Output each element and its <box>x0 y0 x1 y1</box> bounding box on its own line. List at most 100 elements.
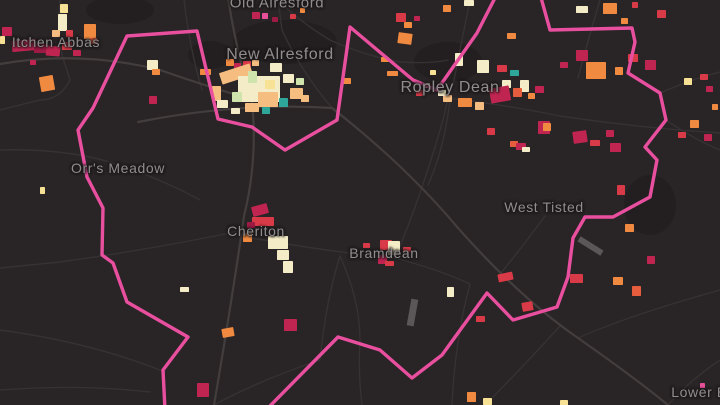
parcel-crimson <box>560 62 568 68</box>
road-minor <box>0 149 201 201</box>
parcel-crimson <box>11 39 37 52</box>
parcel-redorange <box>513 88 522 97</box>
parcel-cream <box>520 80 529 92</box>
parcel-peach <box>52 30 60 37</box>
parcel-orange <box>543 123 551 131</box>
parcel-orange <box>404 22 412 28</box>
parcel-cream <box>438 90 446 96</box>
parcel-redorange <box>90 38 97 44</box>
parcel-mint <box>296 78 304 85</box>
parcel-orange <box>690 120 699 128</box>
parcel-peach <box>245 103 259 112</box>
parcel-orange <box>443 5 451 12</box>
parcel-cream <box>283 74 294 83</box>
parcel-crimson <box>2 27 12 36</box>
parcel-mint <box>232 92 242 102</box>
parcel-peach <box>252 60 259 66</box>
parcel-red <box>497 65 507 72</box>
parcel-red <box>570 274 583 283</box>
parcel-peach <box>443 95 452 102</box>
road-minor <box>0 229 245 269</box>
parcel-teal <box>510 70 519 76</box>
parcel-magenta <box>262 13 268 19</box>
gray-strip <box>577 236 604 256</box>
parcel-red <box>487 128 495 135</box>
parcel-crimson <box>378 255 387 264</box>
parcel-cream <box>180 287 189 292</box>
road-minor <box>499 215 546 275</box>
parcel-cream <box>447 287 454 297</box>
parcel-yellow <box>0 36 5 44</box>
road-minor <box>451 283 471 405</box>
parcel-crimson <box>572 130 588 144</box>
parcel-orange <box>621 18 628 24</box>
parcel-cream <box>464 0 474 6</box>
parcel-red <box>416 90 423 96</box>
parcel-crimson <box>197 383 209 397</box>
parcel-cream <box>576 6 588 13</box>
parcel-yellow <box>265 80 275 89</box>
parcel-orange <box>397 32 413 45</box>
road-minor <box>339 255 363 405</box>
parcel-yellow <box>684 78 692 85</box>
parcel-orange <box>712 104 718 110</box>
parcel-cream <box>217 100 228 108</box>
parcel-orange <box>625 224 634 232</box>
parcel-red <box>476 316 485 322</box>
road-minor <box>0 386 151 393</box>
parcel-orange <box>84 24 96 39</box>
parcel-red <box>403 247 411 252</box>
parcel-mint <box>248 71 257 83</box>
parcel-crimson <box>251 203 269 217</box>
parcel-red <box>66 30 73 37</box>
parcel-red <box>590 140 600 146</box>
forest-patch <box>188 41 232 69</box>
parcel-crimson <box>73 50 81 56</box>
road-minor <box>667 359 720 405</box>
parcel-red <box>385 261 394 266</box>
parcel-yellow <box>430 70 436 75</box>
parcel-peach <box>475 102 484 110</box>
parcel-orange <box>226 59 234 66</box>
parcel-orange <box>221 327 235 338</box>
parcel-maroon <box>34 44 46 53</box>
parcel-orange <box>613 277 623 285</box>
parcel-red <box>521 301 534 312</box>
parcel-orange <box>528 93 535 99</box>
parcel-orange <box>586 62 606 79</box>
parcel-crimson <box>45 45 61 57</box>
parcel-red <box>617 185 625 195</box>
parcel-orange <box>300 8 305 13</box>
parcel-red <box>657 10 666 18</box>
road-minor <box>183 0 203 91</box>
parcel-cream <box>270 63 282 72</box>
road-major <box>212 0 255 405</box>
parcel-crimson <box>414 16 420 21</box>
parcel-yellow <box>40 187 45 194</box>
parcel-crimson <box>576 50 588 61</box>
parcel-cream <box>283 261 293 273</box>
parcel-yellow <box>483 398 492 405</box>
parcel-orange <box>152 69 160 75</box>
district-boundary <box>268 0 668 405</box>
parcel-crimson <box>252 12 260 19</box>
parcel-peach <box>290 88 303 99</box>
parcel-red <box>290 14 296 19</box>
parcel-redorange <box>632 286 641 296</box>
parcel-cream <box>502 80 511 88</box>
parcel-cream <box>388 241 400 255</box>
parcel-orange <box>467 392 476 402</box>
parcel-yellow <box>60 4 68 13</box>
parcel-crimson <box>706 86 713 92</box>
parcel-cream <box>231 108 240 114</box>
parcel-orange <box>343 78 351 84</box>
parcel-red <box>252 217 274 226</box>
parcel-red <box>632 2 638 8</box>
parcel-red <box>363 243 370 248</box>
parcel-cream <box>522 147 530 152</box>
parcel-crimson <box>149 96 157 104</box>
road-minor <box>484 325 561 405</box>
road-minor <box>659 71 720 94</box>
parcel-peach <box>258 92 278 107</box>
